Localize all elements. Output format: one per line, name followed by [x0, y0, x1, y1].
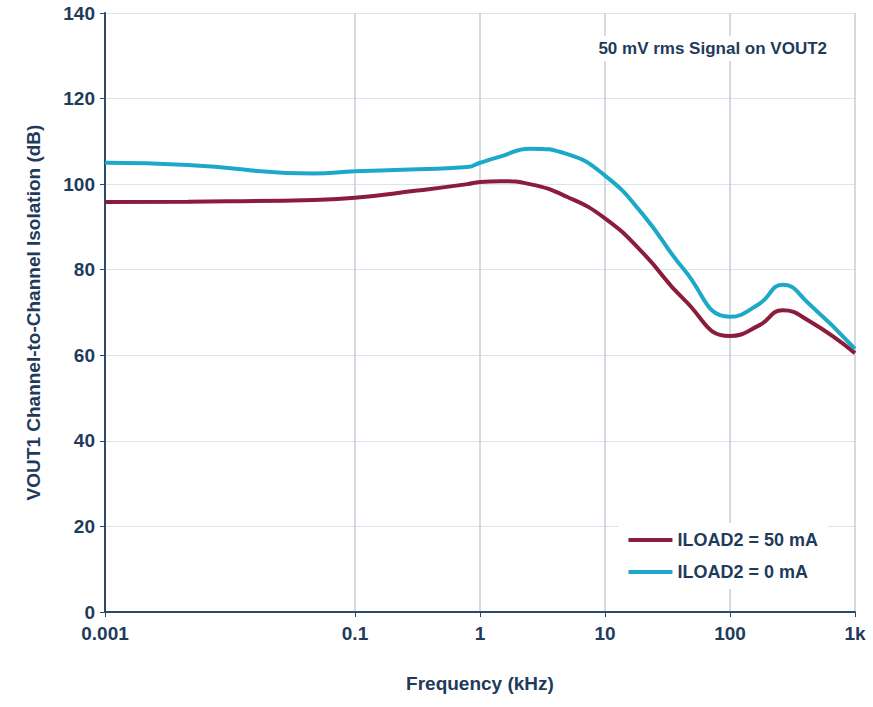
svg-text:Frequency (kHz): Frequency (kHz): [406, 673, 554, 694]
svg-text:0: 0: [84, 602, 95, 623]
svg-text:140: 140: [63, 3, 95, 24]
svg-text:ILOAD2 = 50 mA: ILOAD2 = 50 mA: [677, 530, 818, 550]
svg-text:100: 100: [63, 174, 95, 195]
svg-text:40: 40: [74, 430, 95, 451]
svg-text:50 mV rms Signal on VOUT2: 50 mV rms Signal on VOUT2: [598, 39, 827, 58]
svg-text:120: 120: [63, 88, 95, 109]
svg-text:60: 60: [74, 345, 95, 366]
svg-text:ILOAD2 = 0 mA: ILOAD2 = 0 mA: [677, 562, 808, 582]
svg-text:10: 10: [594, 623, 615, 644]
svg-text:VOUT1 Channel-to-Channel Isola: VOUT1 Channel-to-Channel Isolation (dB): [23, 125, 44, 501]
svg-text:1k: 1k: [844, 623, 866, 644]
svg-text:0.001: 0.001: [81, 623, 129, 644]
svg-text:1: 1: [475, 623, 486, 644]
svg-text:100: 100: [714, 623, 746, 644]
svg-text:20: 20: [74, 516, 95, 537]
svg-text:0.1: 0.1: [342, 623, 369, 644]
svg-text:80: 80: [74, 259, 95, 280]
